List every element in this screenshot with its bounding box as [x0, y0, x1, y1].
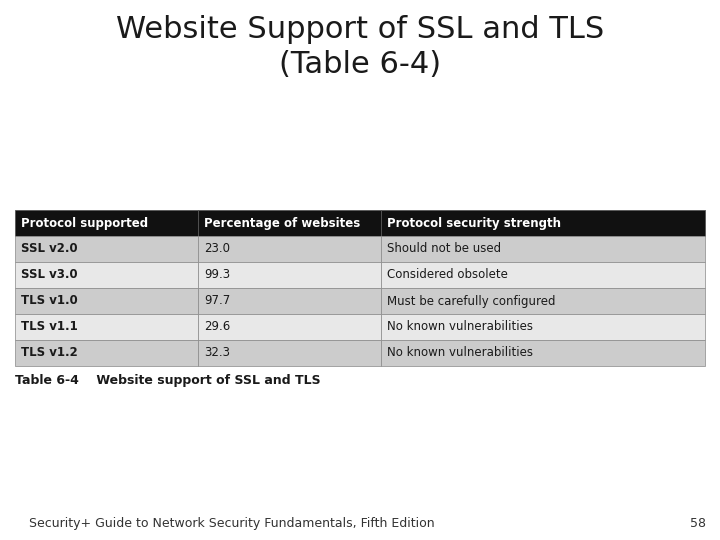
Bar — [381, 288, 705, 314]
Text: 29.6: 29.6 — [204, 321, 230, 334]
Bar — [381, 314, 705, 340]
Bar — [15, 262, 198, 288]
Text: Must be carefully configured: Must be carefully configured — [387, 294, 555, 307]
Bar — [198, 210, 381, 236]
Text: 58: 58 — [690, 517, 706, 530]
Bar — [15, 210, 198, 236]
Text: 23.0: 23.0 — [204, 242, 230, 255]
Text: Protocol security strength: Protocol security strength — [387, 217, 561, 230]
Text: SSL v2.0: SSL v2.0 — [21, 242, 78, 255]
Text: 99.3: 99.3 — [204, 268, 230, 281]
Text: 32.3: 32.3 — [204, 347, 230, 360]
Text: No known vulnerabilities: No known vulnerabilities — [387, 321, 533, 334]
Bar — [15, 288, 198, 314]
Bar — [381, 340, 705, 366]
Bar — [198, 262, 381, 288]
Bar — [198, 288, 381, 314]
Bar — [381, 210, 705, 236]
Text: Considered obsolete: Considered obsolete — [387, 268, 508, 281]
Text: Protocol supported: Protocol supported — [21, 217, 148, 230]
Text: 97.7: 97.7 — [204, 294, 230, 307]
Bar — [15, 236, 198, 262]
Text: Website Support of SSL and TLS
(Table 6-4): Website Support of SSL and TLS (Table 6-… — [116, 15, 604, 79]
Text: Percentage of websites: Percentage of websites — [204, 217, 360, 230]
Text: TLS v1.0: TLS v1.0 — [21, 294, 78, 307]
Text: SSL v3.0: SSL v3.0 — [21, 268, 78, 281]
Bar — [198, 314, 381, 340]
Text: Should not be used: Should not be used — [387, 242, 501, 255]
Text: Table 6-4    Website support of SSL and TLS: Table 6-4 Website support of SSL and TLS — [15, 374, 320, 387]
Text: TLS v1.1: TLS v1.1 — [21, 321, 78, 334]
Bar — [15, 340, 198, 366]
Bar — [381, 262, 705, 288]
Text: No known vulnerabilities: No known vulnerabilities — [387, 347, 533, 360]
Bar — [381, 236, 705, 262]
Text: TLS v1.2: TLS v1.2 — [21, 347, 78, 360]
Bar — [198, 340, 381, 366]
Bar — [15, 314, 198, 340]
Bar — [198, 236, 381, 262]
Text: Security+ Guide to Network Security Fundamentals, Fifth Edition: Security+ Guide to Network Security Fund… — [29, 517, 435, 530]
